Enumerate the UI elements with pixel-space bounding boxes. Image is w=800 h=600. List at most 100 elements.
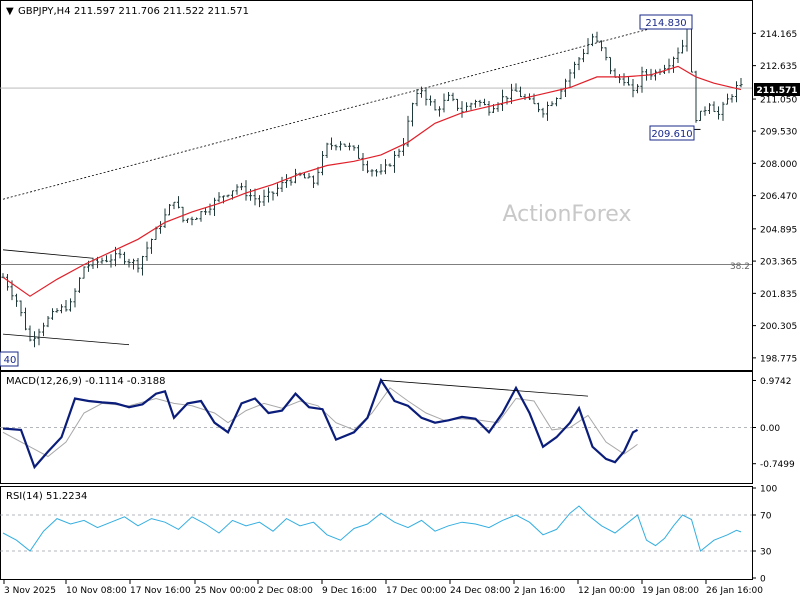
time-axis-tick-label: 17 Nov 16:00 [130, 586, 191, 596]
time-axis-tick-label: 2 Jan 16:00 [514, 586, 566, 596]
macd-divergence-line [380, 379, 589, 397]
candle [212, 197, 217, 217]
candle [559, 88, 563, 100]
candle [77, 277, 82, 293]
left-low-annotation-box [0, 351, 19, 367]
candle [487, 100, 491, 116]
candle [370, 169, 374, 177]
candle [725, 93, 730, 105]
high-annotation-box [639, 14, 693, 30]
channel-top-line [2, 249, 94, 259]
rsi-layer [0, 505, 752, 552]
candle [172, 201, 176, 210]
price-panel-frame [0, 0, 753, 371]
candle [563, 78, 568, 98]
candle [122, 251, 127, 265]
candle [356, 144, 361, 159]
candle [739, 78, 743, 88]
candle [149, 238, 154, 254]
candle [235, 184, 239, 195]
candle [671, 56, 676, 73]
candle [203, 208, 208, 215]
candle [311, 175, 316, 189]
low-annotation-label: 209.610 [651, 129, 692, 140]
macd-title: MACD(12,26,9) -0.1114 -0.3188 [6, 376, 166, 387]
candle [680, 39, 685, 54]
candle [176, 196, 181, 209]
time-axis: 3 Nov 2025 10 Nov 08:00 17 Nov 16:00 25 Nov… [3, 580, 763, 596]
candle [424, 87, 428, 106]
candle [127, 258, 131, 268]
macd-axis-tick-label: -0.7499 [760, 460, 795, 470]
candle [415, 89, 419, 107]
time-axis-tick-label: 2 Dec 08:00 [258, 586, 313, 596]
candle [37, 328, 41, 346]
candle [352, 145, 356, 151]
candle [226, 194, 230, 198]
candle [536, 102, 541, 113]
current-price-tag-label: 211.571 [757, 86, 798, 96]
candle [365, 160, 370, 174]
macd-layer [0, 377, 752, 470]
candle [23, 307, 28, 331]
candle [154, 226, 158, 240]
price-axis-tick-label: 214.165 [760, 30, 797, 40]
candle [604, 47, 608, 61]
candle [316, 166, 320, 186]
candle [473, 99, 478, 108]
macd-line [2, 377, 639, 470]
price-axis-tick-label: 211.050 [760, 96, 797, 106]
time-axis-tick-label: 19 Jan 08:00 [642, 586, 699, 596]
candle [626, 76, 631, 86]
macd-axis-tick-label: 0.9742 [760, 377, 792, 387]
candle [208, 203, 212, 216]
price-candles [1, 22, 743, 348]
candle [599, 40, 604, 52]
candle [586, 38, 590, 55]
dropdown-triangle-icon[interactable]: ▼ [6, 6, 14, 17]
candle [505, 96, 509, 105]
candle [392, 151, 397, 173]
candle [347, 142, 352, 151]
price-axis-tick-label: 201.835 [760, 290, 797, 300]
ohlc-label: 211.597 211.706 211.522 211.571 [74, 6, 249, 17]
candle [131, 258, 136, 270]
candle [383, 159, 388, 175]
candle [631, 79, 635, 98]
rsi-axis-tick-label: 70 [760, 512, 772, 522]
rsi-axis-tick-label: 30 [760, 548, 772, 558]
candle [694, 70, 698, 123]
candle [388, 163, 392, 167]
candle [64, 300, 68, 312]
symbol-label: GBPJPY,H4 [18, 6, 71, 17]
candle [82, 266, 86, 279]
candle [325, 142, 329, 158]
candle [572, 61, 577, 79]
rsi-axis-tick-label: 0 [760, 575, 766, 585]
current-price-tag [754, 83, 800, 96]
price-lines [2, 17, 701, 346]
candle [257, 195, 262, 208]
candle [541, 107, 545, 118]
candle [163, 208, 167, 229]
candle [199, 211, 203, 222]
candle [419, 86, 424, 98]
candle [104, 255, 109, 263]
candle [554, 97, 559, 107]
candle [190, 216, 194, 226]
rsi-title: RSI(14) 51.2234 [6, 491, 87, 502]
candle [608, 56, 613, 75]
candle [280, 176, 284, 192]
candle [437, 106, 442, 117]
candle [716, 106, 721, 120]
candle [14, 293, 19, 307]
time-axis-tick-label: 10 Nov 08:00 [66, 586, 127, 596]
candle [460, 101, 464, 118]
macd-axis-tick-label: 0.00 [760, 424, 780, 434]
price-axis-tick-label: 208.000 [760, 160, 797, 170]
high-annotation-label: 214.830 [645, 18, 686, 29]
candle [379, 164, 383, 175]
price-axis-tick-label: 206.470 [760, 192, 797, 202]
